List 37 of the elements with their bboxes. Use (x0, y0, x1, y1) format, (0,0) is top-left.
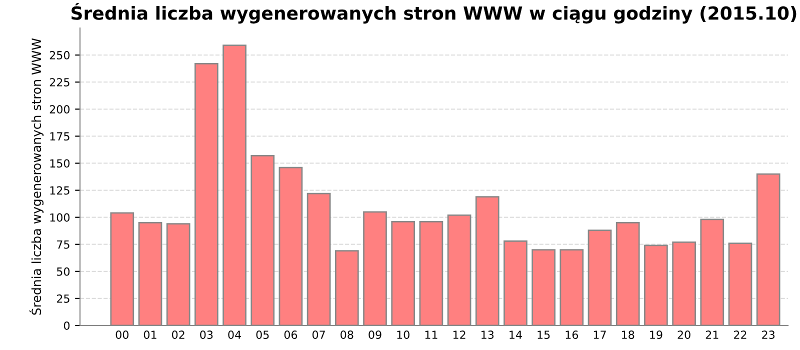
x-tick-label: 11 (425, 330, 438, 339)
x-tick-label: 07 (312, 330, 325, 339)
y-tick-label: 75 (57, 240, 70, 249)
x-tick-label: 16 (566, 330, 578, 339)
y-tick-label: 125 (50, 186, 70, 195)
x-tick-label: 15 (538, 330, 550, 339)
y-tick-label: 175 (50, 132, 70, 141)
x-tick-label: 00 (116, 330, 128, 339)
x-tick-label: 18 (622, 330, 634, 339)
y-axis-title: Średnia liczba wygenerowanych stron WWW (29, 38, 44, 315)
y-tick-label: 200 (50, 105, 70, 114)
x-tick-label: 12 (453, 330, 466, 339)
x-tick-label: 05 (256, 330, 269, 339)
y-tick-label: 250 (50, 51, 70, 60)
x-tick-label: 04 (228, 330, 241, 339)
chart-title: Średnia liczba wygenerowanych stron WWW w ciągu godziny (2015.10) (72, 2, 796, 24)
x-tick-label: 01 (144, 330, 156, 339)
x-tick-label: 03 (200, 330, 213, 339)
y-tick-label: 0 (64, 321, 70, 330)
y-tick-label: 100 (50, 213, 70, 222)
y-tick-label: 25 (56, 294, 70, 303)
x-tick-label: 14 (510, 330, 522, 339)
y-tick-label: 150 (50, 159, 70, 168)
x-tick-label: 06 (284, 330, 298, 339)
x-tick-label: 22 (734, 330, 746, 339)
x-tick-label: 08 (340, 330, 354, 339)
x-tick-label: 20 (678, 330, 690, 339)
x-tick-label: 02 (172, 330, 184, 339)
x-tick-label: 10 (397, 330, 410, 339)
y-tick-label: 50 (56, 267, 70, 276)
x-tick-label: 23 (762, 330, 775, 339)
x-tick-label: 19 (650, 330, 662, 339)
x-tick-label: 21 (706, 330, 718, 339)
x-tick-label: 13 (482, 330, 494, 339)
x-tick-label: 17 (594, 330, 606, 339)
x-tick-label: 09 (368, 330, 382, 339)
y-tick-label: 225 (50, 78, 70, 86)
